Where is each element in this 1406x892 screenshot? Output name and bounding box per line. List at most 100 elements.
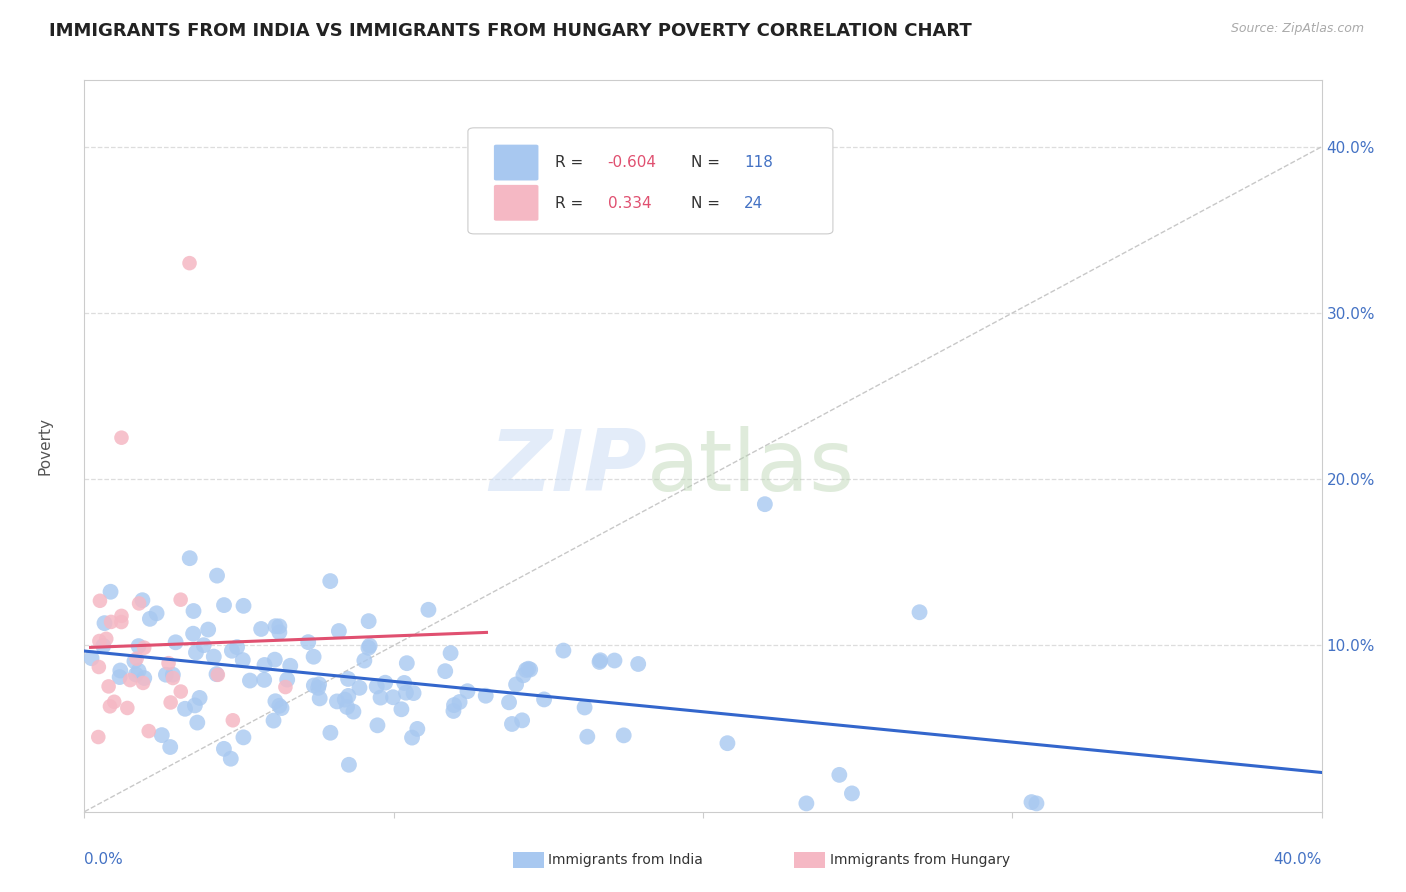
Text: R =: R =	[554, 155, 588, 170]
Point	[181, 626, 204, 640]
Point	[150, 728, 173, 742]
Point	[103, 695, 125, 709]
Point	[134, 640, 156, 655]
Point	[110, 615, 132, 629]
Point	[1025, 797, 1047, 811]
Point	[302, 678, 325, 692]
Point	[263, 653, 285, 667]
Point	[184, 698, 207, 713]
Point	[519, 663, 541, 677]
Point	[276, 673, 298, 687]
Point	[162, 671, 184, 685]
Point	[93, 616, 115, 631]
Point	[382, 690, 405, 705]
Point	[574, 700, 596, 714]
Point	[263, 714, 285, 728]
Point	[449, 695, 471, 709]
Point	[512, 668, 534, 682]
Point	[515, 663, 537, 677]
Point	[183, 604, 205, 618]
Point	[308, 691, 330, 706]
Point	[110, 431, 132, 445]
FancyBboxPatch shape	[468, 128, 832, 234]
Point	[157, 656, 180, 670]
Point	[366, 718, 388, 732]
Point	[89, 594, 111, 608]
Point	[110, 664, 132, 678]
Text: Immigrants from India: Immigrants from India	[548, 853, 703, 867]
Point	[307, 681, 329, 695]
Point	[716, 736, 738, 750]
Point	[357, 614, 380, 628]
Point	[232, 731, 254, 745]
Point	[328, 624, 350, 638]
Point	[253, 673, 276, 687]
Point	[353, 654, 375, 668]
Text: 0.334: 0.334	[607, 195, 651, 211]
Point	[553, 643, 575, 657]
Point	[139, 612, 162, 626]
Point	[125, 651, 148, 665]
Point	[389, 702, 412, 716]
Point	[253, 657, 276, 672]
Point	[120, 673, 142, 687]
Point	[145, 607, 167, 621]
Text: N =: N =	[690, 195, 724, 211]
Point	[308, 677, 330, 691]
Point	[212, 742, 235, 756]
Point	[319, 725, 342, 739]
Point	[134, 671, 156, 685]
Point	[474, 689, 496, 703]
Point	[908, 605, 931, 619]
Text: 0.0%: 0.0%	[84, 852, 124, 867]
Point	[162, 667, 184, 681]
Point	[97, 680, 120, 694]
Point	[159, 696, 181, 710]
Text: -0.604: -0.604	[607, 155, 657, 170]
Point	[193, 638, 215, 652]
Point	[498, 695, 520, 709]
Point	[138, 724, 160, 739]
Point	[395, 686, 418, 700]
Text: 24: 24	[744, 195, 763, 211]
Text: 118: 118	[744, 155, 773, 170]
Point	[333, 692, 356, 706]
Point	[219, 752, 242, 766]
Point	[342, 705, 364, 719]
Point	[278, 658, 301, 673]
Point	[319, 574, 342, 588]
Point	[269, 698, 291, 713]
Point	[510, 714, 533, 728]
Text: R =: R =	[554, 195, 592, 211]
Point	[456, 684, 478, 698]
Point	[349, 681, 371, 695]
Point	[337, 689, 360, 703]
Point	[250, 622, 273, 636]
Point	[264, 694, 287, 708]
Point	[395, 656, 418, 670]
Point	[128, 596, 150, 610]
Point	[336, 700, 359, 714]
Point	[828, 768, 851, 782]
Text: Source: ZipAtlas.com: Source: ZipAtlas.com	[1230, 22, 1364, 36]
Point	[205, 568, 228, 582]
Point	[89, 634, 111, 648]
Text: ZIP: ZIP	[489, 426, 647, 509]
Point	[627, 657, 650, 671]
Point	[366, 680, 388, 694]
Point	[337, 672, 360, 686]
Point	[202, 649, 225, 664]
Point	[124, 654, 146, 668]
Text: Immigrants from Hungary: Immigrants from Hungary	[830, 853, 1010, 867]
Point	[205, 667, 228, 681]
Point	[128, 664, 150, 678]
Point	[170, 684, 193, 698]
Point	[87, 730, 110, 744]
Point	[87, 660, 110, 674]
Point	[197, 623, 219, 637]
Point	[370, 690, 392, 705]
Point	[264, 619, 287, 633]
Point	[1021, 795, 1043, 809]
Point	[402, 686, 425, 700]
Point	[169, 592, 191, 607]
